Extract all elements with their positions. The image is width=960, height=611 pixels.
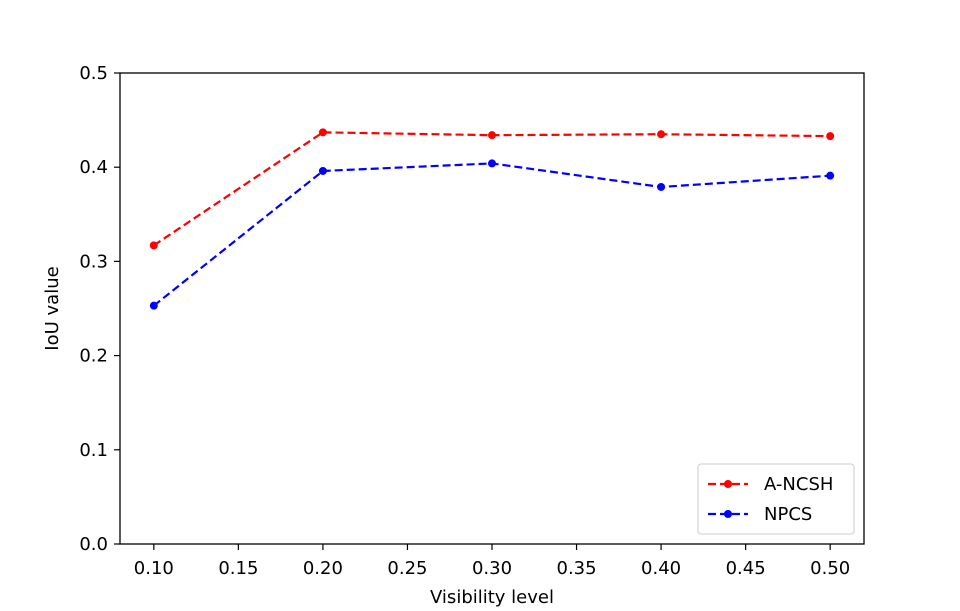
- legend-marker: [724, 510, 732, 518]
- legend-item: A-NCSH: [708, 474, 833, 495]
- series-npcs: [149, 159, 835, 310]
- series-a-ncsh: [149, 128, 835, 250]
- x-tick-label: 0.10: [134, 558, 174, 579]
- data-point: [657, 182, 666, 191]
- data-point: [488, 159, 496, 168]
- y-tick-label: 0.4: [79, 157, 108, 178]
- x-tick-label: 0.50: [810, 558, 850, 579]
- data-point: [318, 166, 327, 175]
- y-tick-label: 0.1: [79, 440, 108, 461]
- data-point: [488, 131, 496, 140]
- x-tick-label: 0.30: [472, 558, 512, 579]
- y-tick-label: 0.3: [79, 251, 108, 272]
- series-line: [153, 162, 831, 307]
- legend-box: [697, 463, 855, 535]
- x-tick-label: 0.25: [387, 558, 427, 579]
- legend-label: A-NCSH: [764, 474, 833, 495]
- legend-label: NPCS: [764, 504, 812, 525]
- data-point: [149, 301, 158, 310]
- x-axis: 0.10 0.15 0.20 0.25 0.30 0.35 0.40 0.45 0.50: [134, 544, 850, 579]
- y-tick-label: 0.0: [79, 534, 108, 555]
- legend-item: NPCS: [708, 504, 812, 525]
- x-axis-label: Visibility level: [430, 587, 554, 608]
- legend-marker: [724, 480, 732, 488]
- x-tick-label: 0.15: [218, 558, 258, 579]
- legend: A-NCSH NPCS: [697, 463, 855, 535]
- data-point: [149, 241, 158, 250]
- y-tick-label: 0.2: [79, 346, 108, 367]
- data-point: [826, 171, 835, 180]
- x-tick-label: 0.40: [641, 558, 681, 579]
- x-tick-label: 0.35: [557, 558, 597, 579]
- data-point: [657, 130, 666, 139]
- x-tick-label: 0.45: [726, 558, 766, 579]
- y-tick-label: 0.5: [79, 63, 108, 84]
- data-point: [318, 128, 327, 137]
- y-axis-label: IoU value: [42, 266, 63, 350]
- y-axis: 0.0 0.1 0.2 0.3 0.4 0.5: [79, 63, 120, 555]
- plot-area: [149, 128, 835, 310]
- data-point: [826, 132, 835, 141]
- series-line: [153, 131, 831, 247]
- x-tick-label: 0.20: [303, 558, 343, 579]
